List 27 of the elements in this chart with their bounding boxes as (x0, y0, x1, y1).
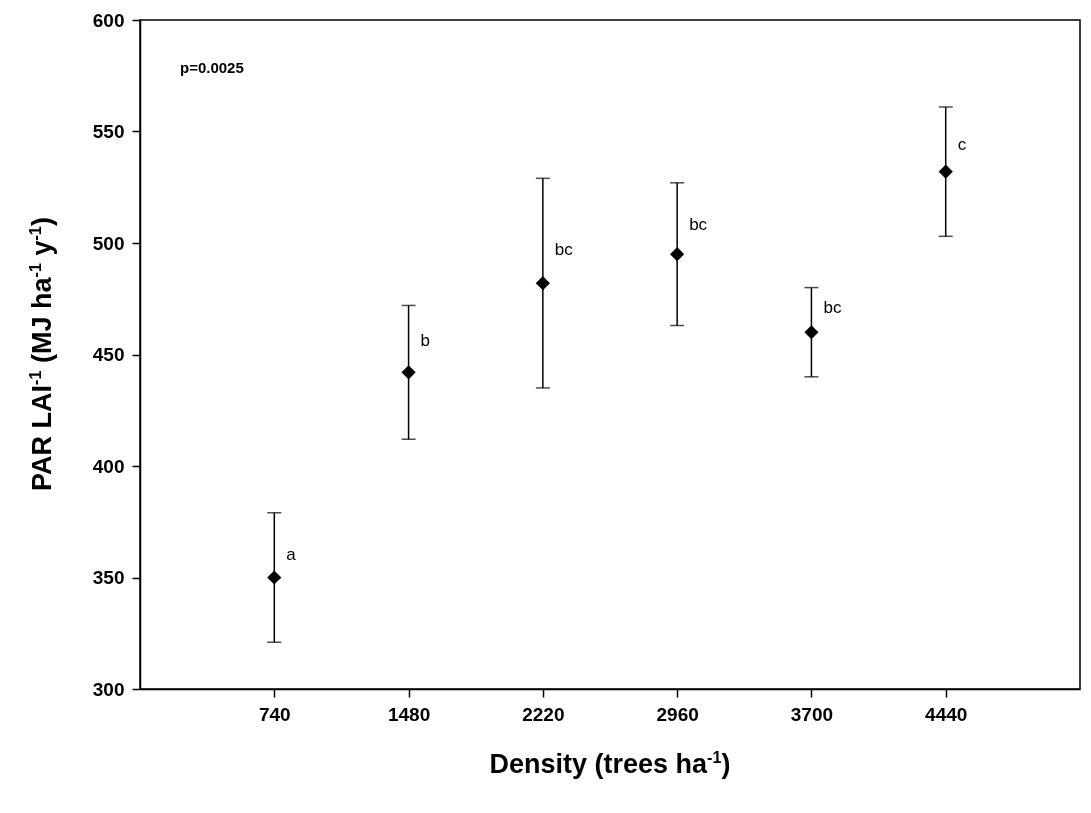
point (804, 325, 819, 340)
annotation: p=0.0025 (180, 59, 244, 76)
annotation: bc (554, 239, 574, 259)
x-tick-label: 2220 (522, 703, 565, 725)
y-tick-label: 450 (92, 344, 125, 365)
annotation: b (420, 331, 431, 351)
x-tick-label: 1480 (387, 703, 431, 725)
x-tick-label: 3700 (790, 703, 834, 725)
y-tick-label: 600 (92, 9, 125, 31)
annotation: bc (823, 297, 842, 317)
point (938, 164, 953, 179)
y-tick-label: 300 (92, 678, 125, 700)
annotation: bc (689, 215, 708, 235)
point (535, 276, 550, 291)
x-tick-label: 740 (258, 703, 291, 725)
x-axis-title: Density (trees ha$^{-1}$) (488, 748, 732, 780)
y-tick-label: 500 (92, 232, 125, 254)
annotation: a (286, 545, 297, 565)
annotation: c (957, 134, 967, 154)
x-tick-label: 4440 (925, 703, 968, 725)
y-tick-label: 400 (92, 455, 125, 477)
point (401, 365, 416, 380)
y-tick-label: 350 (92, 567, 125, 588)
y-tick-label: 550 (92, 121, 125, 142)
point (267, 570, 282, 585)
point (670, 247, 685, 262)
x-tick-label: 2960 (656, 703, 699, 725)
